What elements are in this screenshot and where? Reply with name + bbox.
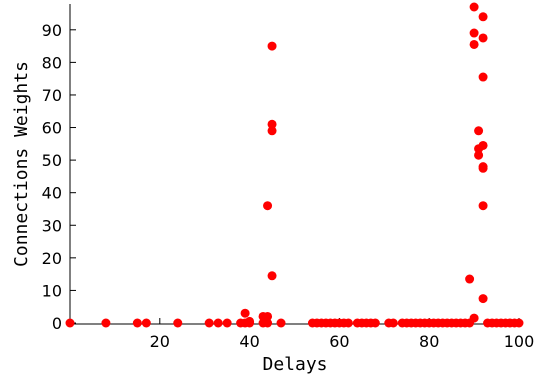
x-tick-label: 40 <box>239 332 259 351</box>
y-tick-label: 60 <box>42 119 62 138</box>
data-point <box>245 316 255 326</box>
y-tick-label: 40 <box>42 184 62 203</box>
data-point <box>478 72 488 82</box>
data-points <box>65 2 524 328</box>
y-tick-label: 50 <box>42 151 62 170</box>
y-tick-label: 30 <box>42 216 62 235</box>
data-point <box>343 318 353 328</box>
data-point <box>263 311 273 321</box>
y-tick-label: 20 <box>42 249 62 268</box>
y-tick-label: 0 <box>52 314 62 333</box>
data-point <box>514 318 524 328</box>
y-tick-label: 90 <box>42 21 62 40</box>
data-point <box>267 126 277 136</box>
axes <box>69 4 519 325</box>
x-tick-label: 80 <box>419 332 439 351</box>
data-point <box>469 39 479 49</box>
data-point <box>478 12 488 22</box>
data-point <box>276 318 286 328</box>
data-point <box>65 318 75 328</box>
data-point <box>213 318 223 328</box>
y-axis-title: Connections Weights <box>11 61 32 267</box>
data-point <box>173 318 183 328</box>
data-point <box>267 119 277 129</box>
y-tick-label: 70 <box>42 86 62 105</box>
data-point <box>267 271 277 281</box>
data-point <box>469 28 479 38</box>
x-axis-title: Delays <box>262 354 327 375</box>
data-point <box>132 318 142 328</box>
data-point <box>474 150 484 160</box>
data-point <box>478 140 488 150</box>
data-point <box>465 274 475 284</box>
data-point <box>469 313 479 323</box>
data-point <box>478 201 488 211</box>
data-point <box>478 163 488 173</box>
x-tick-label: 60 <box>329 332 349 351</box>
y-ticks: 0 10 20 30 40 50 60 70 80 90 <box>42 21 76 333</box>
x-tick-label: 100 <box>504 332 535 351</box>
data-point <box>263 201 273 211</box>
data-point <box>267 41 277 51</box>
data-point <box>370 318 380 328</box>
data-point <box>204 318 214 328</box>
data-point <box>469 2 479 12</box>
x-tick-label: 20 <box>150 332 170 351</box>
data-point <box>141 318 151 328</box>
data-point <box>101 318 111 328</box>
data-point <box>478 33 488 43</box>
data-point <box>263 318 273 328</box>
data-point <box>388 318 398 328</box>
data-point <box>222 318 232 328</box>
y-tick-label: 10 <box>42 281 62 300</box>
data-point <box>240 308 250 318</box>
data-point <box>478 294 488 304</box>
data-point <box>474 126 484 136</box>
y-tick-label: 80 <box>42 53 62 72</box>
